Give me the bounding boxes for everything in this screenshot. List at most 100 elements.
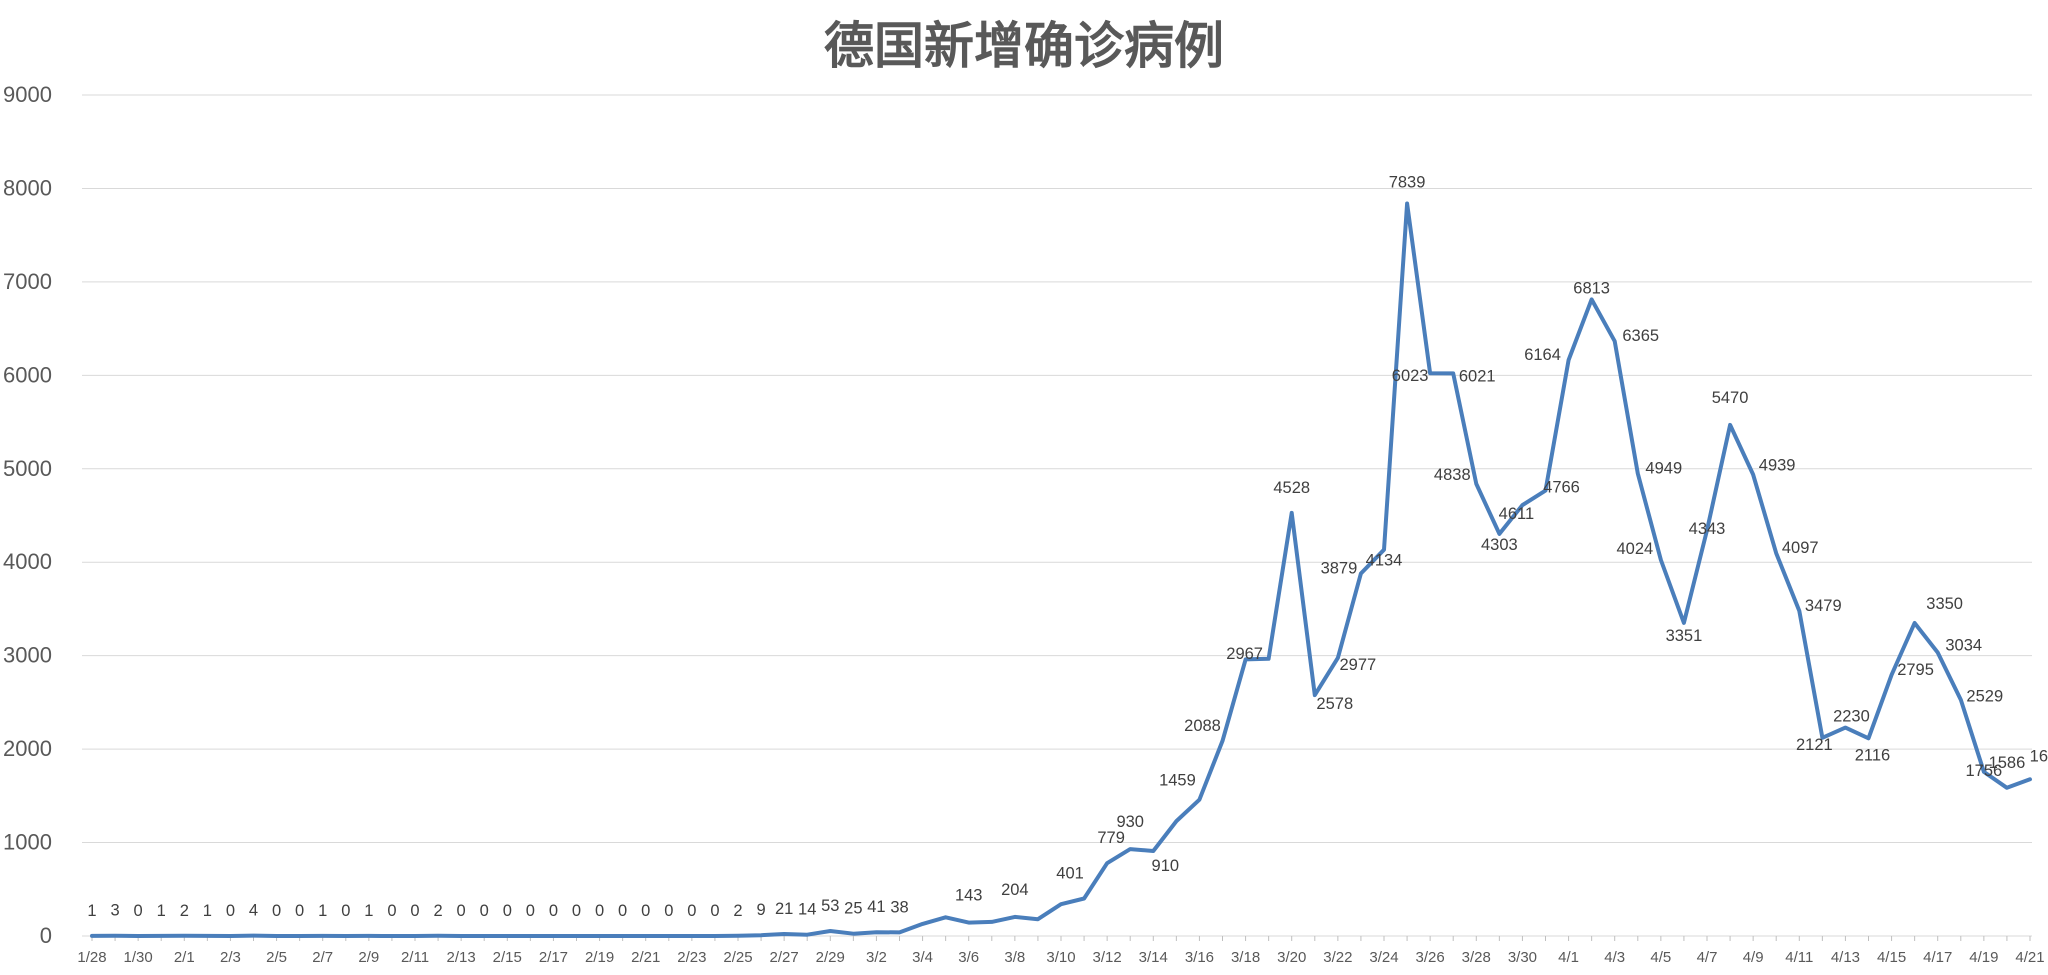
x-tick-label: 2/15 bbox=[493, 949, 522, 966]
data-label: 3351 bbox=[1666, 627, 1703, 645]
data-label: 4939 bbox=[1759, 456, 1796, 474]
data-label: 2795 bbox=[1897, 661, 1934, 679]
data-label: 0 bbox=[526, 902, 535, 920]
y-tick-label: 6000 bbox=[3, 362, 52, 387]
data-label: 6164 bbox=[1524, 346, 1561, 364]
data-label: 53 bbox=[821, 897, 839, 915]
data-label: 14 bbox=[798, 901, 816, 919]
x-tick-label: 3/8 bbox=[1004, 949, 1025, 966]
data-label: 5470 bbox=[1712, 389, 1749, 407]
x-tick-label: 3/14 bbox=[1139, 949, 1168, 966]
x-tick-label: 3/18 bbox=[1231, 949, 1260, 966]
data-label: 1 bbox=[364, 902, 373, 920]
y-tick-label: 5000 bbox=[3, 456, 52, 481]
x-tick-label: 3/12 bbox=[1093, 949, 1122, 966]
data-label: 0 bbox=[480, 902, 489, 920]
x-tick-label: 3/2 bbox=[866, 949, 887, 966]
data-label: 0 bbox=[710, 902, 719, 920]
x-tick-label: 3/20 bbox=[1277, 949, 1306, 966]
data-label: 0 bbox=[387, 902, 396, 920]
data-label: 7839 bbox=[1389, 173, 1426, 191]
data-label: 0 bbox=[295, 902, 304, 920]
data-label: 6365 bbox=[1622, 327, 1659, 345]
chart-title: 德国新增确诊病例 bbox=[824, 17, 1224, 75]
y-tick-label: 0 bbox=[40, 923, 52, 948]
y-tick-label: 9000 bbox=[3, 82, 52, 107]
x-tick-label: 4/3 bbox=[1604, 949, 1625, 966]
data-label: 0 bbox=[664, 902, 673, 920]
data-label: 0 bbox=[410, 902, 419, 920]
data-label: 4 bbox=[249, 902, 258, 920]
data-label: 2116 bbox=[1855, 746, 1890, 764]
data-label: 779 bbox=[1097, 829, 1125, 847]
x-tick-label: 2/11 bbox=[401, 949, 429, 966]
x-tick-label: 4/11 bbox=[1785, 949, 1813, 966]
data-label: 0 bbox=[641, 902, 650, 920]
data-label: 0 bbox=[226, 902, 235, 920]
x-tick-label: 2/13 bbox=[447, 949, 476, 966]
data-label: 3350 bbox=[1926, 595, 1963, 613]
data-label: 3479 bbox=[1805, 597, 1842, 615]
x-tick-label: 1/30 bbox=[124, 949, 153, 966]
data-label: 2088 bbox=[1184, 717, 1221, 735]
x-tick-label: 4/19 bbox=[1969, 949, 1998, 966]
x-tick-label: 3/30 bbox=[1508, 949, 1537, 966]
x-tick-label: 2/21 bbox=[631, 949, 660, 966]
data-label: 4528 bbox=[1273, 479, 1310, 497]
x-tick-label: 2/17 bbox=[539, 949, 568, 966]
data-label: 1 bbox=[318, 902, 327, 920]
data-label: 2 bbox=[733, 902, 742, 920]
data-label: 0 bbox=[503, 902, 512, 920]
x-tick-label: 4/13 bbox=[1831, 949, 1860, 966]
data-label: 0 bbox=[457, 902, 466, 920]
x-tick-label: 4/1 bbox=[1558, 949, 1579, 966]
data-label: 6023 bbox=[1392, 367, 1429, 385]
x-tick-label: 2/29 bbox=[816, 949, 845, 966]
data-label: 2977 bbox=[1339, 656, 1376, 674]
x-tick-label: 2/9 bbox=[358, 949, 379, 966]
data-label: 204 bbox=[1001, 881, 1029, 899]
data-label: 4343 bbox=[1689, 520, 1726, 538]
data-label: 2578 bbox=[1316, 695, 1353, 713]
data-label: 4303 bbox=[1481, 536, 1518, 554]
data-label: 143 bbox=[955, 887, 983, 905]
data-label: 4024 bbox=[1616, 540, 1653, 558]
x-tick-label: 4/15 bbox=[1877, 949, 1906, 966]
data-label: 930 bbox=[1116, 813, 1144, 831]
x-tick-label: 4/7 bbox=[1697, 949, 1718, 966]
data-label: 4949 bbox=[1645, 460, 1682, 478]
data-label: 0 bbox=[618, 902, 627, 920]
x-tick-label: 3/22 bbox=[1323, 949, 1352, 966]
x-tick-label: 2/19 bbox=[585, 949, 614, 966]
x-tick-label: 2/27 bbox=[770, 949, 799, 966]
data-label: 4611 bbox=[1499, 505, 1534, 523]
x-tick-label: 2/1 bbox=[174, 949, 195, 966]
data-label: 3879 bbox=[1321, 560, 1358, 578]
data-label: 2121 bbox=[1796, 736, 1833, 754]
x-tick-label: 3/4 bbox=[912, 949, 933, 966]
x-tick-label: 3/6 bbox=[958, 949, 979, 966]
data-label: 0 bbox=[549, 902, 558, 920]
y-tick-label: 2000 bbox=[3, 736, 52, 761]
data-label: 3 bbox=[110, 902, 119, 920]
data-label: 2967 bbox=[1226, 645, 1263, 663]
y-tick-label: 7000 bbox=[3, 269, 52, 294]
data-label: 6021 bbox=[1459, 367, 1496, 385]
x-tick-label: 4/17 bbox=[1923, 949, 1952, 966]
data-label: 2529 bbox=[1966, 688, 2003, 706]
data-label: 4838 bbox=[1434, 466, 1471, 484]
y-tick-label: 3000 bbox=[3, 643, 52, 668]
x-tick-label: 3/24 bbox=[1369, 949, 1398, 966]
data-label: 0 bbox=[595, 902, 604, 920]
data-label: 2 bbox=[180, 902, 189, 920]
x-tick-label: 3/10 bbox=[1046, 949, 1075, 966]
data-label: 0 bbox=[572, 902, 581, 920]
data-label: 41 bbox=[867, 898, 885, 916]
data-label: 910 bbox=[1152, 857, 1180, 875]
data-label: 1586 bbox=[1989, 754, 2026, 772]
data-label: 0 bbox=[272, 902, 281, 920]
x-tick-label: 2/23 bbox=[677, 949, 706, 966]
data-label: 4097 bbox=[1782, 539, 1819, 557]
x-tick-label: 4/9 bbox=[1743, 949, 1764, 966]
data-label: 401 bbox=[1056, 865, 1084, 883]
